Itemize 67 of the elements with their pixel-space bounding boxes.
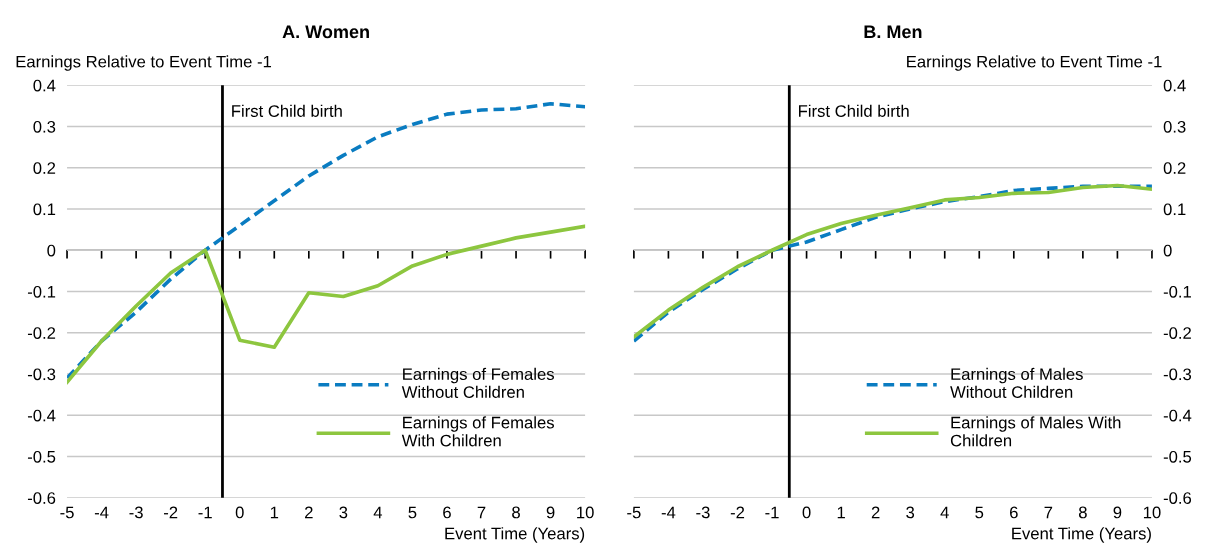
y-axis-title: Earnings Relative to Event Time -1 xyxy=(16,55,272,71)
x-tick-label: 0 xyxy=(235,506,244,519)
y2-tick-label: 0 xyxy=(1163,244,1172,257)
x-tick-label: -5 xyxy=(627,506,641,519)
x-tick-label: 7 xyxy=(1044,506,1053,519)
y-tick-label: 0.1 xyxy=(33,203,56,216)
y2-tick-label: 0.4 xyxy=(1163,79,1186,92)
chart-title: A. Women xyxy=(282,25,369,39)
x-tick-label: -3 xyxy=(696,506,710,519)
y2-tick-label: 0.1 xyxy=(1163,203,1186,216)
y2-tick-label: -0.1 xyxy=(1163,285,1191,298)
y-tick-label: -0.6 xyxy=(27,492,56,504)
x-tick-label: 1 xyxy=(270,506,279,519)
legend-label: Earnings of Females Without Children xyxy=(401,367,554,398)
legend-label: Earnings of Females With Children xyxy=(401,416,554,447)
y-tick-label: 0.3 xyxy=(33,120,56,133)
x-tick-label: -4 xyxy=(661,506,676,519)
x-tick-label: -1 xyxy=(765,506,779,519)
x-tick-label: 10 xyxy=(577,506,594,519)
y-tick-label: -0.5 xyxy=(27,450,56,463)
y2-tick-label: 0.3 xyxy=(1163,120,1186,133)
legend-label: Earnings of Males Without Children xyxy=(950,367,1083,398)
x-tick-label: 7 xyxy=(477,506,486,519)
y-tick-label: -0.4 xyxy=(27,409,56,422)
x-tick-label: -3 xyxy=(129,506,143,519)
legend-label: Earnings of Males With Children xyxy=(950,416,1121,447)
x-tick-label: -4 xyxy=(94,506,109,519)
y2-tick-label: 0.2 xyxy=(1163,162,1186,174)
y2-tick-label: -0.6 xyxy=(1163,492,1192,504)
x-tick-label: -2 xyxy=(163,506,178,519)
y2-tick-label: -0.5 xyxy=(1163,450,1192,463)
x-tick-label: 8 xyxy=(1078,506,1087,519)
x-tick-label: 5 xyxy=(408,506,417,519)
x-tick-label: 4 xyxy=(940,506,949,519)
y-tick-label: -0.3 xyxy=(27,368,56,381)
x-tick-label: 3 xyxy=(906,506,915,519)
y2-tick-label: -0.4 xyxy=(1163,409,1192,422)
x-tick-label: 2 xyxy=(305,506,313,519)
x-tick-label: 6 xyxy=(1010,506,1018,519)
y-tick-label: -0.1 xyxy=(27,285,56,298)
x-tick-label: 3 xyxy=(339,506,348,519)
x-tick-label: 9 xyxy=(1113,506,1122,519)
x-tick-label: 10 xyxy=(1143,506,1161,519)
chart-title: B. Men xyxy=(864,25,922,39)
ref-line-label: First Child birth xyxy=(232,104,342,117)
y-tick-label: 0.2 xyxy=(33,162,56,174)
x-tick-label: 4 xyxy=(373,506,383,519)
x-tick-label: 9 xyxy=(546,506,555,519)
x-tick-label: 5 xyxy=(975,506,984,519)
line-series xyxy=(67,224,586,385)
x-tick-label: 1 xyxy=(837,506,845,519)
x-tick-label: -2 xyxy=(730,506,745,519)
y-tick-label: 0 xyxy=(47,244,56,257)
x-tick-label: 6 xyxy=(443,506,451,519)
x-axis-title: Event Time (Years) xyxy=(1012,527,1151,543)
y2-tick-label: -0.3 xyxy=(1163,368,1192,381)
x-axis-title: Event Time (Years) xyxy=(445,527,585,543)
y-tick-label: 0.4 xyxy=(33,79,56,92)
ref-line-label: First Child birth xyxy=(799,104,909,117)
x-tick-label: -1 xyxy=(198,506,212,519)
x-tick-label: 2 xyxy=(871,506,880,519)
x-tick-label: 0 xyxy=(802,506,811,519)
y2-tick-label: -0.2 xyxy=(1163,327,1191,339)
x-tick-label: 8 xyxy=(512,506,520,519)
y2-axis-title: Earnings Relative to Event Time -1 xyxy=(907,55,1162,71)
x-tick-label: -5 xyxy=(60,506,74,519)
y-tick-label: -0.2 xyxy=(27,327,56,339)
